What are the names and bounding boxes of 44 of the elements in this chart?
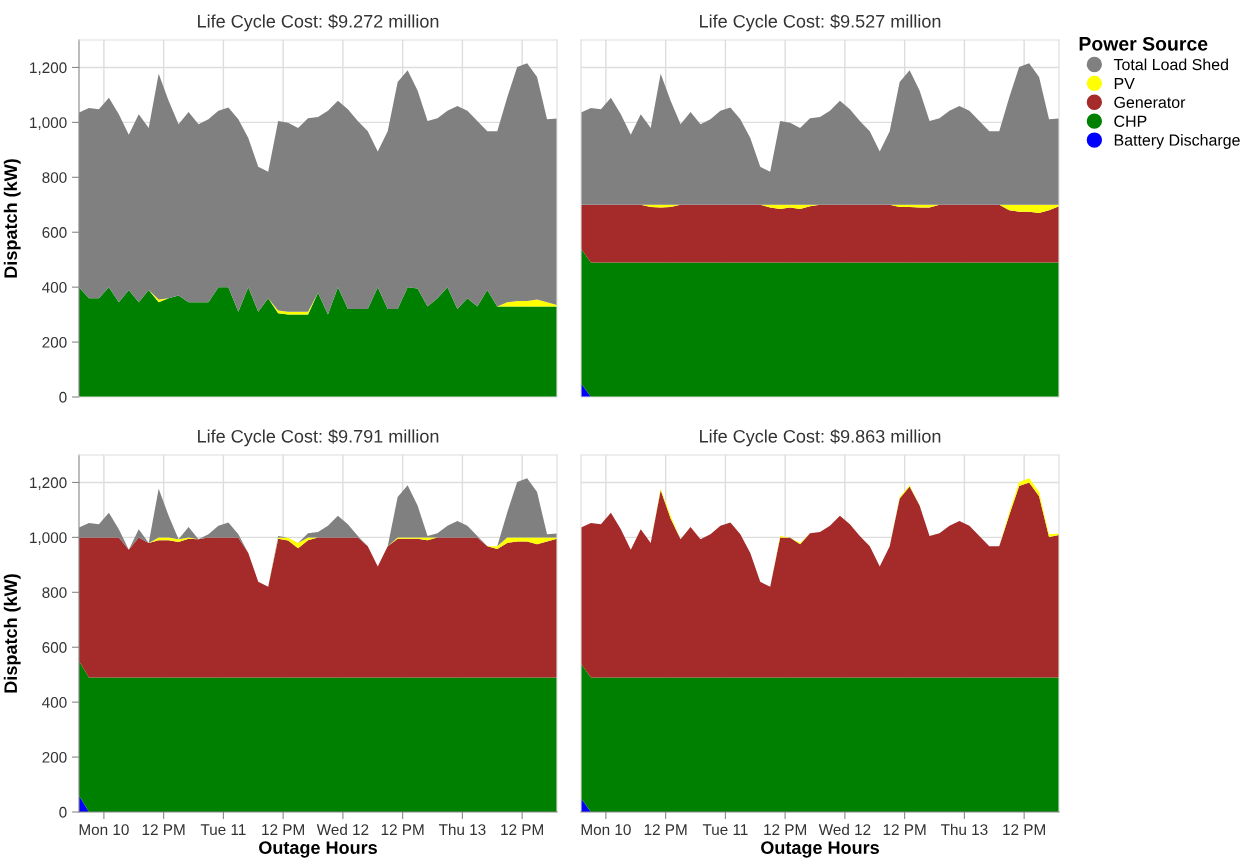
y-tick-label: 0: [59, 391, 67, 403]
x-tick-label: 12 PM: [1003, 824, 1045, 835]
x-tick-label: Mon 10: [79, 824, 129, 836]
legend-label: Total Load Shed: [1113, 58, 1228, 71]
legend-label: PV: [1114, 77, 1135, 89]
chart-title: Life Cycle Cost: $9.272 million: [198, 14, 439, 32]
y-tick-label: 1,000: [30, 532, 67, 545]
legend-label: Generator: [1114, 96, 1186, 108]
x-tick-label: Mon 10: [581, 824, 631, 836]
y-tick-label: 1,200: [30, 477, 67, 490]
chart-title: Life Cycle Cost: $9.863 million: [700, 429, 941, 447]
y-tick-label: 1,000: [30, 117, 67, 130]
x-tick-label: 12 PM: [501, 824, 543, 835]
x-tick-label: 12 PM: [381, 824, 424, 835]
x-tick-label: 12 PM: [644, 824, 687, 835]
y-tick-label: 0: [59, 806, 67, 818]
x-tick-label: Thu 13: [940, 823, 988, 836]
x-tick-label: Wed 12: [818, 823, 871, 836]
x-tick-label: Tue 11: [702, 824, 748, 836]
legend-title: Power Source: [1079, 36, 1208, 51]
x-tick-label: Wed 12: [316, 823, 369, 836]
x-tick-label: Tue 11: [200, 824, 246, 836]
y-tick-label: 400: [42, 697, 67, 708]
y-axis-title: Dispatch (kW): [3, 574, 21, 693]
y-tick-label: 200: [42, 751, 67, 763]
x-tick-label: 12 PM: [142, 824, 185, 835]
legend-label: Battery Discharge: [1114, 134, 1240, 149]
y-tick-label: 800: [42, 172, 67, 183]
y-tick-label: 200: [42, 336, 67, 348]
y-tick-label: 600: [42, 227, 67, 238]
x-tick-label: 12 PM: [262, 824, 304, 835]
y-tick-label: 400: [42, 282, 67, 293]
chart-title: Life Cycle Cost: $9.527 million: [700, 14, 941, 32]
x-tick-label: Thu 13: [438, 823, 486, 836]
y-tick-label: 1,200: [30, 62, 67, 75]
x-tick-label: 12 PM: [883, 824, 926, 835]
y-tick-label: 800: [42, 587, 67, 598]
x-axis-title: Outage Hours: [259, 841, 377, 858]
legend-label: CHP: [1114, 115, 1147, 127]
y-axis-title: Dispatch (kW): [3, 159, 21, 278]
x-tick-label: 12 PM: [764, 824, 806, 835]
chart-title: Life Cycle Cost: $9.791 million: [198, 429, 439, 447]
x-axis-title: Outage Hours: [761, 841, 879, 858]
y-tick-label: 600: [42, 642, 67, 653]
